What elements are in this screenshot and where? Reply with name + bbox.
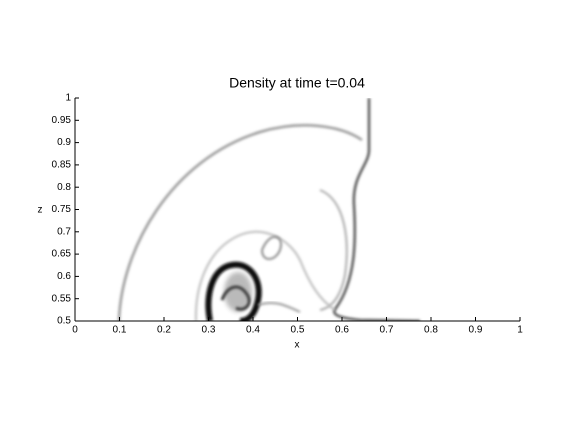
x-tick-label: 0.7	[380, 325, 394, 336]
y-tick-label: 0.5	[57, 316, 71, 327]
x-tick-label: 0.2	[157, 325, 171, 336]
y-tick-label: 0.9	[57, 137, 71, 148]
x-tick-label: 0.5	[291, 325, 305, 336]
y-tick-label: 0.55	[52, 293, 72, 304]
x-tick-label: 0.9	[469, 325, 483, 336]
y-tick-label: 1	[65, 93, 71, 104]
chart-title: Density at time t=0.04	[229, 75, 365, 91]
x-tick-label: 0.6	[335, 325, 349, 336]
x-tick-label: 0.3	[202, 325, 216, 336]
x-tick-label: 0	[72, 325, 78, 336]
x-tick-label: 1	[517, 325, 523, 336]
x-tick-label: 0.4	[246, 325, 260, 336]
y-tick-label: 0.95	[52, 115, 72, 126]
x-axis-label: x	[295, 340, 300, 351]
y-tick-label: 0.8	[57, 182, 71, 193]
y-tick-label: 0.65	[52, 249, 72, 260]
y-tick-label: 0.85	[52, 160, 72, 171]
y-tick-label: 0.6	[57, 271, 71, 282]
y-axis-label: z	[38, 205, 43, 216]
x-tick-label: 0.8	[424, 325, 438, 336]
y-tick-label: 0.7	[57, 226, 71, 237]
density-field	[117, 98, 421, 321]
x-tick-label: 0.1	[113, 325, 127, 336]
y-tick-label: 0.75	[52, 204, 72, 215]
